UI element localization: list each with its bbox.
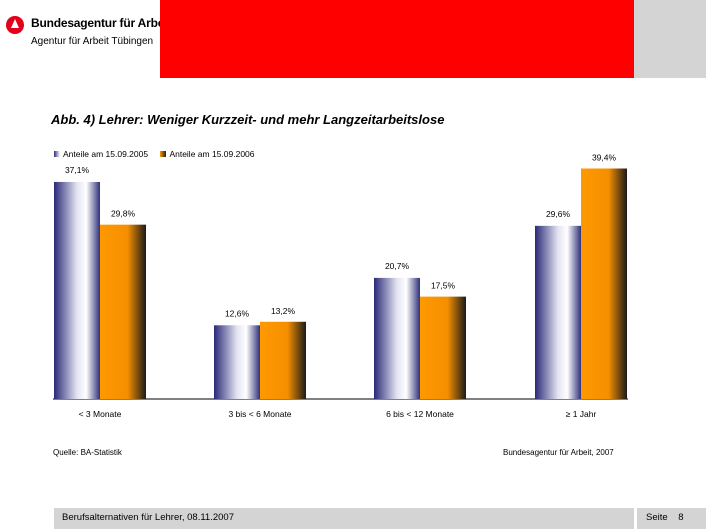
page-indicator: Seite 8 — [646, 512, 684, 523]
header-logo-area: Bundesagentur für Arbeit Agentur für Arb… — [0, 0, 171, 78]
page-number: 8 — [678, 512, 684, 523]
chart-title: Abb. 4) Lehrer: Weniger Kurzzeit- und me… — [51, 112, 445, 127]
bar-2005-2 — [214, 325, 260, 399]
bar-value-label-2006-4: 39,4% — [592, 153, 617, 163]
bar-2006-3 — [420, 296, 466, 399]
bar-value-label-2005-2: 12,6% — [225, 308, 250, 318]
bar-2006-4 — [581, 168, 627, 399]
bar-value-label-2006-3: 17,5% — [431, 281, 456, 291]
bar-value-label-2005-4: 29,6% — [546, 209, 571, 219]
legend-item-2006: Anteile am 15.09.2006 — [160, 149, 255, 159]
page-label: Seite — [646, 512, 668, 523]
legend-swatch-2006 — [160, 151, 167, 157]
bar-2006-1 — [100, 224, 146, 399]
agency-logo-icon — [6, 16, 24, 34]
footer-page-box — [637, 508, 706, 529]
category-label-4: ≥ 1 Jahr — [566, 409, 597, 419]
legend-swatch-2005 — [54, 151, 60, 157]
legend-item-2005: Anteile am 15.09.2005 — [54, 149, 148, 159]
bar-2006-2 — [260, 321, 306, 399]
bar-value-label-2005-3: 20,7% — [385, 261, 410, 271]
legend-label-2006: Anteile am 15.09.2006 — [169, 149, 255, 159]
header-red-band — [160, 0, 634, 78]
footer-bar — [54, 508, 634, 529]
bar-2005-4 — [535, 225, 581, 399]
chart-legend: Anteile am 15.09.2005 Anteile am 15.09.2… — [54, 149, 265, 159]
footer-text: Berufsalternativen für Lehrer, 08.11.200… — [62, 512, 234, 523]
org-name: Bundesagentur für Arbeit — [31, 16, 172, 30]
org-subname: Agentur für Arbeit Tübingen — [31, 36, 154, 47]
bar-value-label-2005-1: 37,1% — [65, 165, 90, 175]
category-label-3: 6 bis < 12 Monate — [386, 409, 454, 419]
category-label-2: 3 bis < 6 Monate — [228, 409, 291, 419]
category-label-1: < 3 Monate — [79, 409, 122, 419]
source-note: Quelle: BA-Statistik — [53, 448, 122, 457]
bar-2005-3 — [374, 277, 420, 399]
legend-label-2005: Anteile am 15.09.2005 — [63, 149, 149, 159]
bar-2005-1 — [54, 181, 100, 399]
bar-value-label-2006-1: 29,8% — [111, 209, 136, 219]
source-credit: Bundesagentur für Arbeit, 2007 — [503, 448, 614, 457]
header-gray-block — [634, 0, 706, 78]
bar-value-label-2006-2: 13,2% — [271, 306, 296, 316]
